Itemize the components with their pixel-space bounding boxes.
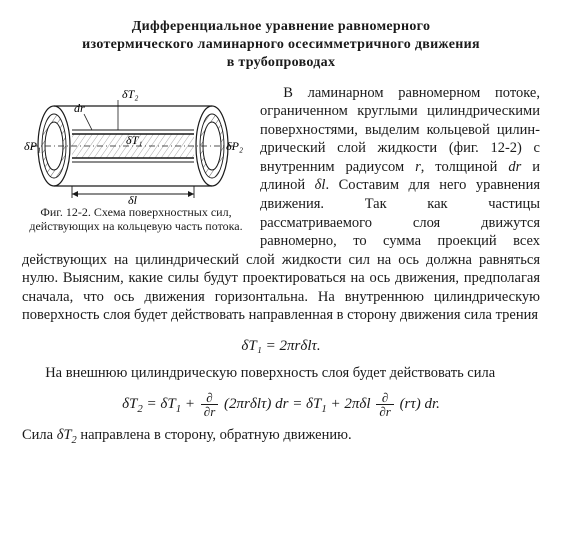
eq2-d: (2πrδlτ) dr = δT [220, 396, 321, 412]
eq2-frac2: ∂∂r [376, 391, 393, 418]
p3-sym: δT [57, 427, 72, 443]
eq2-frac1-den: ∂r [201, 405, 218, 418]
label-dT1: δT₁ [126, 133, 142, 147]
title-line-1: Дифференциальное уравнение равномерного [132, 19, 431, 34]
figure-12-2: δT₂ dr δT₁ δP₁ δP₂ δl [22, 86, 250, 204]
title-line-3: в трубопроводах [227, 55, 336, 70]
title-line-2: изотермического ламинарного осесимметрич… [82, 37, 480, 52]
eq1-text: δT₁ = 2πrδlτ. [241, 338, 320, 354]
paragraph-2: На внешнюю цилиндрическую поверхность сл… [22, 364, 540, 383]
p3-b: направлена в сторону, обратную движению. [77, 427, 352, 443]
equation-1: δT₁ = 2πrδlτ. [22, 337, 540, 356]
eq2-frac2-num: ∂ [376, 391, 393, 405]
p1-mid1: , толщиной [421, 159, 509, 175]
eq2-f: (rτ) dr. [396, 396, 440, 412]
eq2-b: = δT [143, 396, 176, 412]
p3-a: Сила [22, 427, 57, 443]
label-dT2: δT₂ [122, 87, 138, 101]
eq2-c: + [181, 396, 199, 412]
label-dP1: δP₁ [24, 139, 41, 153]
eq2-frac1: ∂∂r [201, 391, 218, 418]
eq2-frac1-num: ∂ [201, 391, 218, 405]
eq2-a: δT [122, 396, 137, 412]
p1-dl: δl [315, 177, 326, 193]
paragraph-3: Сила δT2 направлена в сторону, обратную … [22, 426, 540, 447]
eq2-frac2-den: ∂r [376, 405, 393, 418]
label-dl: δl [128, 193, 138, 204]
p1-dr: dr [508, 159, 521, 175]
figure-caption: Фиг. 12-2. Схема поверхностных сил, дейс… [22, 206, 250, 234]
label-dP2: δP₂ [226, 139, 243, 153]
label-dr: dr [74, 101, 85, 115]
page-title: Дифференциальное уравнение равномерного … [22, 18, 540, 72]
equation-2: δT2 = δT1 + ∂∂r (2πrδlτ) dr = δT1 + 2πδl… [22, 391, 540, 418]
eq2-e: + 2πδl [327, 396, 375, 412]
figure-block: δT₂ dr δT₁ δP₁ δP₂ δl Фиг. 12-2. Схема п… [22, 86, 250, 234]
